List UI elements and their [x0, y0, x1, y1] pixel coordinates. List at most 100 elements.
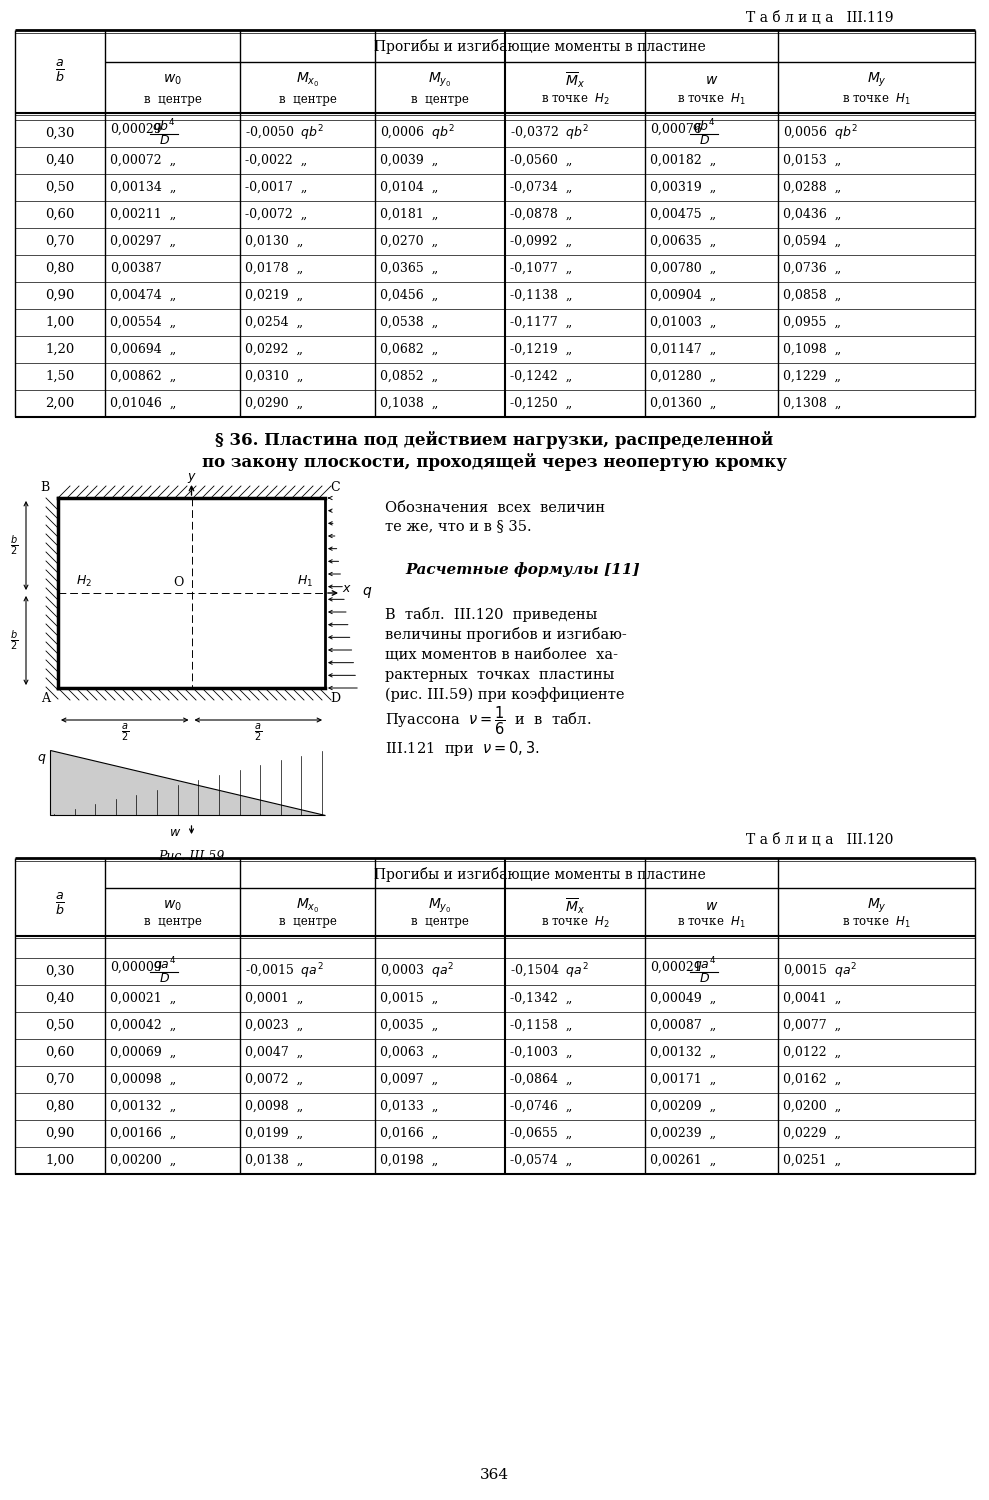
- Text: 0,01147  „: 0,01147 „: [650, 344, 716, 355]
- Text: $M_{x_0}$: $M_{x_0}$: [296, 897, 319, 915]
- Text: C: C: [330, 482, 339, 494]
- Text: 0,0594  „: 0,0594 „: [783, 236, 841, 248]
- Text: 0,0181  „: 0,0181 „: [380, 209, 438, 220]
- Text: 0,0072  „: 0,0072 „: [245, 1072, 303, 1086]
- Text: III.121  при  $\nu=0,3.$: III.121 при $\nu=0,3.$: [385, 740, 540, 759]
- Text: 0,01280  „: 0,01280 „: [650, 370, 716, 382]
- Text: 0,00862  „: 0,00862 „: [110, 370, 176, 382]
- Text: 0,00904  „: 0,00904 „: [650, 290, 716, 302]
- Text: Рис. III.59: Рис. III.59: [158, 850, 225, 864]
- Text: 0,80: 0,80: [45, 262, 74, 274]
- Text: 0,1229  „: 0,1229 „: [783, 370, 841, 382]
- Text: 0,00297  „: 0,00297 „: [110, 236, 176, 248]
- Text: 0,0955  „: 0,0955 „: [783, 316, 841, 328]
- Text: $x$: $x$: [342, 582, 352, 596]
- Text: 0,0133  „: 0,0133 „: [380, 1100, 438, 1113]
- Text: $\frac{b}{2}$: $\frac{b}{2}$: [10, 534, 18, 558]
- Text: 0,00475  „: 0,00475 „: [650, 209, 716, 220]
- Text: $\frac{a}{2}$: $\frac{a}{2}$: [254, 722, 262, 742]
- Text: 0,0682  „: 0,0682 „: [380, 344, 438, 355]
- Text: 2,00: 2,00: [45, 398, 74, 410]
- Text: 0,01360  „: 0,01360 „: [650, 398, 716, 410]
- Text: -0,1342  „: -0,1342 „: [510, 992, 573, 1005]
- Text: 0,00239  „: 0,00239 „: [650, 1126, 716, 1140]
- Text: 0,40: 0,40: [45, 154, 74, 166]
- Text: $D$: $D$: [699, 134, 710, 147]
- Text: Пуассона  $\nu=\dfrac{1}{6}$  и  в  табл.: Пуассона $\nu=\dfrac{1}{6}$ и в табл.: [385, 705, 591, 738]
- Text: величины прогибов и изгибаю-: величины прогибов и изгибаю-: [385, 627, 627, 642]
- Text: $M_{y_0}$: $M_{y_0}$: [428, 897, 452, 915]
- Text: 0,00072  „: 0,00072 „: [110, 154, 176, 166]
- Text: -0,0574  „: -0,0574 „: [510, 1154, 573, 1167]
- Text: $M_{y_0}$: $M_{y_0}$: [428, 70, 452, 88]
- Text: 0,0047  „: 0,0047 „: [245, 1046, 304, 1059]
- Text: -0,0746  „: -0,0746 „: [510, 1100, 573, 1113]
- Text: в  центре: в центре: [143, 915, 202, 928]
- Text: $\overline{M}_x$: $\overline{M}_x$: [565, 896, 584, 916]
- Text: 0,70: 0,70: [45, 236, 75, 248]
- Text: 0,01046  „: 0,01046 „: [110, 398, 176, 410]
- Text: (рис. III.59) при коэффициенте: (рис. III.59) при коэффициенте: [385, 687, 624, 702]
- Text: в  центре: в центре: [279, 93, 336, 105]
- Text: 0,0023  „: 0,0023 „: [245, 1019, 304, 1032]
- Text: 0,0251  „: 0,0251 „: [783, 1154, 841, 1167]
- Text: 0,0098  „: 0,0098 „: [245, 1100, 304, 1113]
- Text: 0,0097  „: 0,0097 „: [380, 1072, 438, 1086]
- Text: 0,0736  „: 0,0736 „: [783, 262, 842, 274]
- Text: 0,0006  $qb^2$: 0,0006 $qb^2$: [380, 123, 455, 144]
- Text: 0,60: 0,60: [45, 209, 75, 220]
- Text: 0,0166  „: 0,0166 „: [380, 1126, 438, 1140]
- Text: $M_y$: $M_y$: [866, 897, 886, 915]
- Text: 0,0138  „: 0,0138 „: [245, 1154, 304, 1167]
- Text: -0,0734  „: -0,0734 „: [510, 182, 573, 194]
- Text: § 36. Пластина под действием нагрузки, распределенной: § 36. Пластина под действием нагрузки, р…: [215, 430, 773, 448]
- Text: В  табл.  III.120  приведены: В табл. III.120 приведены: [385, 608, 597, 622]
- Text: 0,00069  „: 0,00069 „: [110, 1046, 176, 1059]
- Text: 0,0858  „: 0,0858 „: [783, 290, 842, 302]
- Text: Прогибы и изгибающие моменты в пластине: Прогибы и изгибающие моменты в пластине: [374, 867, 706, 882]
- Text: те же, что и в § 35.: те же, что и в § 35.: [385, 519, 532, 532]
- Text: 0,0178  „: 0,0178 „: [245, 262, 304, 274]
- Text: 0,00319  „: 0,00319 „: [650, 182, 716, 194]
- Text: -0,0050  $qb^2$: -0,0050 $qb^2$: [245, 123, 324, 144]
- Text: -0,1219  „: -0,1219 „: [510, 344, 573, 355]
- Text: Т а б л и ц а   III.120: Т а б л и ц а III.120: [747, 833, 894, 848]
- Text: 0,1098  „: 0,1098 „: [783, 344, 842, 355]
- Text: -0,0560  „: -0,0560 „: [510, 154, 573, 166]
- Text: 0,0292  „: 0,0292 „: [245, 344, 303, 355]
- Text: в точке  $H_2$: в точке $H_2$: [541, 915, 609, 930]
- Text: 0,0229  „: 0,0229 „: [783, 1126, 841, 1140]
- Text: 0,0254  „: 0,0254 „: [245, 316, 303, 328]
- Text: 0,0436  „: 0,0436 „: [783, 209, 842, 220]
- Text: в точке  $H_1$: в точке $H_1$: [842, 915, 911, 930]
- Text: 364: 364: [480, 1468, 508, 1482]
- Text: $D$: $D$: [159, 134, 170, 147]
- Text: 0,00098  „: 0,00098 „: [110, 1072, 176, 1086]
- Text: 0,0122  „: 0,0122 „: [783, 1046, 841, 1059]
- Text: 0,00132  „: 0,00132 „: [650, 1046, 716, 1059]
- Text: щих моментов в наиболее  ха-: щих моментов в наиболее ха-: [385, 648, 618, 662]
- Text: в точке  $H_1$: в точке $H_1$: [842, 92, 911, 106]
- Text: 0,0039  „: 0,0039 „: [380, 154, 438, 166]
- Text: 0,0199  „: 0,0199 „: [245, 1126, 303, 1140]
- Text: $q$: $q$: [362, 585, 372, 600]
- Text: $q$: $q$: [37, 752, 46, 766]
- Text: 0,0270  „: 0,0270 „: [380, 236, 438, 248]
- Text: 0,0056  $qb^2$: 0,0056 $qb^2$: [783, 123, 858, 144]
- Text: $\frac{a}{b}$: $\frac{a}{b}$: [55, 891, 65, 916]
- Text: 0,0104  „: 0,0104 „: [380, 182, 438, 194]
- Text: -0,1158  „: -0,1158 „: [510, 1019, 573, 1032]
- Text: 0,0130  „: 0,0130 „: [245, 236, 304, 248]
- Text: в точке  $H_1$: в точке $H_1$: [677, 915, 746, 930]
- Text: 0,0077  „: 0,0077 „: [783, 1019, 841, 1032]
- Text: 0,80: 0,80: [45, 1100, 74, 1113]
- Text: в  центре: в центре: [143, 93, 202, 105]
- Text: 0,00211  „: 0,00211 „: [110, 209, 176, 220]
- Text: $\frac{a}{2}$: $\frac{a}{2}$: [121, 722, 129, 742]
- Text: 0,0003  $qa^2$: 0,0003 $qa^2$: [380, 962, 455, 981]
- Text: 0,0153  „: 0,0153 „: [783, 154, 842, 166]
- Text: 0,90: 0,90: [45, 290, 75, 302]
- Text: -0,0655  „: -0,0655 „: [510, 1126, 573, 1140]
- Text: 0,1308  „: 0,1308 „: [783, 398, 842, 410]
- Text: 0,00087  „: 0,00087 „: [650, 1019, 716, 1032]
